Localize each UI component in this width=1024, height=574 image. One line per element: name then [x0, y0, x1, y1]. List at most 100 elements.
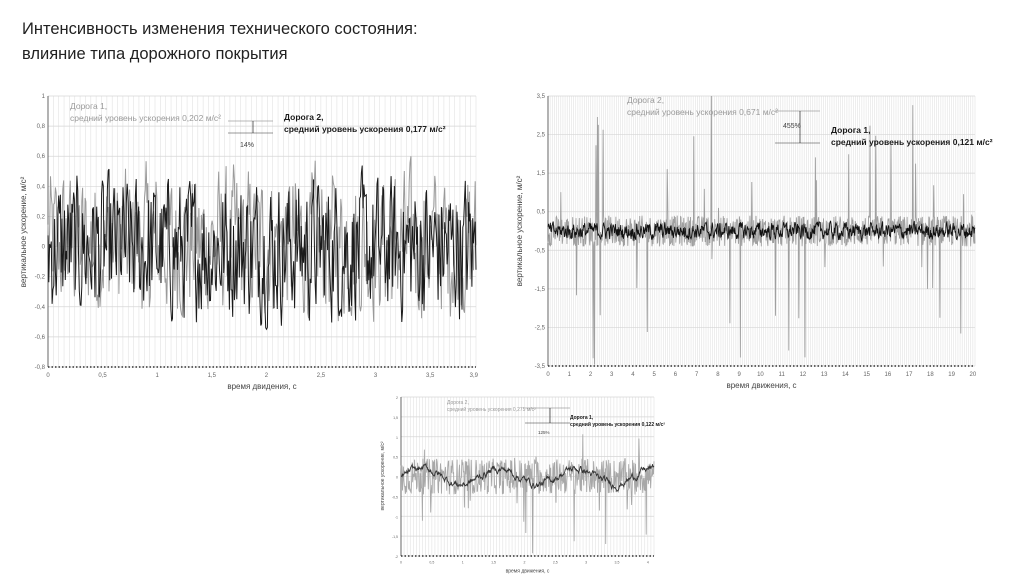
annotation-title: Дорога 2, [627, 95, 664, 105]
series-line-1 [47, 156, 477, 322]
y-axis-label: вертикальное ускорение, м/с² [380, 441, 386, 510]
x-tick-label: 4 [631, 372, 635, 378]
y-tick-label: -2 [395, 555, 398, 559]
y-tick-label: -1,5 [535, 287, 546, 293]
x-tick-label: 12 [800, 372, 807, 378]
y-tick-label: 0,6 [37, 154, 46, 160]
annotation-mean-level: средний уровень ускорения 0,202 м/с² [70, 113, 221, 123]
y-tick-label: -0,4 [35, 305, 46, 311]
x-tick-label: 17 [906, 372, 913, 378]
x-tick-label: 1 [462, 561, 464, 565]
y-tick-label: 1 [396, 436, 398, 440]
y-tick-label: 0,4 [37, 184, 46, 190]
slide-title-line1: Интенсивность изменения технического сос… [22, 20, 418, 38]
y-tick-label: 3,5 [537, 94, 546, 100]
x-tick-label: 15 [863, 372, 870, 378]
y-tick-label: -3,5 [535, 364, 546, 370]
series-line-1 [547, 95, 976, 365]
x-tick-label: 3,9 [470, 373, 479, 379]
x-axis-label: время движения, с [506, 569, 550, 574]
y-tick-label: -0,2 [35, 275, 46, 281]
y-tick-label: -2,5 [535, 325, 546, 331]
x-axis-label: время двидения, с [227, 382, 296, 391]
y-tick-label: 0,8 [37, 124, 46, 130]
x-tick-label: 3 [585, 561, 587, 565]
series-line-2 [47, 165, 477, 331]
x-tick-label: 7 [695, 372, 699, 378]
annotation-mean-level: средний уровень ускорения 0,275 м/с² [447, 406, 536, 413]
y-tick-label: -1 [395, 515, 398, 519]
x-tick-label: 1,5 [491, 561, 496, 565]
y-tick-label: 1,5 [393, 416, 398, 420]
y-tick-label: 0,5 [537, 210, 546, 216]
difference-label: 455% [783, 123, 801, 130]
chart-1: -0,8 -0,6 -0,4 -0,2 0 0,2 0,4 0,6 0,8 1 0 0,5 1 1,5 2 2… [19, 94, 479, 391]
y-tick-label: 1 [42, 94, 46, 100]
x-tick-label: 2 [589, 372, 593, 378]
y-tick-label: 1,5 [537, 171, 546, 177]
y-tick-label: -1,5 [392, 535, 398, 539]
x-tick-label: 1,5 [208, 373, 217, 379]
x-tick-label: 3,5 [615, 561, 620, 565]
x-tick-label: 2 [523, 561, 525, 565]
y-tick-label: 2 [396, 396, 398, 400]
x-tick-label: 3 [610, 372, 614, 378]
x-tick-label: 3,5 [426, 373, 435, 379]
y-tick-label: -0,6 [35, 335, 46, 341]
x-tick-label: 3 [374, 373, 378, 379]
x-tick-label: 4 [647, 561, 649, 565]
y-axis-label: вертикальное ускорение, м/с² [19, 176, 28, 287]
chart-3: -2 -1,5 -1 -0,5 0 0,5 1 1,5 2 0 0,5 1 1,5 2 2,5 3 3,5 4 вр… [380, 396, 665, 574]
y-tick-label: 0 [42, 245, 46, 251]
series-line-1 [400, 434, 655, 554]
y-tick-label: 0,2 [37, 214, 46, 220]
x-tick-label: 1 [568, 372, 572, 378]
x-tick-label: 19 [948, 372, 955, 378]
x-tick-label: 9 [738, 372, 742, 378]
slide-title-line2: влияние типа дорожного покрытия [22, 45, 288, 63]
x-tick-label: 0,5 [429, 561, 434, 565]
x-axis-label: время движения, с [726, 381, 796, 390]
series-line-2 [400, 462, 655, 493]
x-tick-label: 14 [842, 372, 849, 378]
annotation-title: Дорога 2, [284, 112, 323, 122]
annotation-title: Дорога 2, [447, 400, 469, 406]
x-tick-label: 2,5 [317, 373, 326, 379]
x-tick-label: 5 [653, 372, 657, 378]
annotation-mean-level: средний уровень ускорения 0,122 м/с² [570, 421, 665, 428]
x-tick-label: 0 [546, 372, 550, 378]
x-tick-label: 11 [779, 372, 786, 378]
series-line-2 [547, 220, 976, 242]
x-tick-label: 18 [927, 372, 934, 378]
annotation-mean-level: средний уровень ускорения 0,671 м/с² [627, 107, 778, 117]
x-tick-label: 0 [46, 373, 50, 379]
y-tick-label: 0 [396, 476, 398, 480]
x-tick-label: 10 [757, 372, 764, 378]
difference-label: 14% [240, 142, 254, 149]
y-axis-label: вертикальное ускорение, м/с² [515, 175, 524, 286]
annotation-title: Дорога 1, [70, 101, 107, 111]
annotation-mean-level: средний уровень ускорения 0,177 м/с² [284, 124, 446, 134]
x-tick-label: 20 [970, 372, 977, 378]
x-tick-label: 0,5 [98, 373, 107, 379]
annotation-mean-level: средний уровень ускорения 0,121 м/с² [831, 137, 993, 147]
annotation-title: Дорога 1, [570, 415, 594, 421]
difference-label: 125% [538, 430, 550, 435]
y-tick-label: -0,5 [535, 248, 546, 254]
y-tick-label: 0,5 [393, 456, 398, 460]
x-tick-label: 8 [716, 372, 720, 378]
y-tick-label: -0,5 [392, 495, 398, 499]
x-tick-label: 16 [885, 372, 892, 378]
y-tick-label: -0,8 [35, 365, 46, 371]
x-tick-label: 13 [821, 372, 828, 378]
annotation-title: Дорога 1, [831, 125, 870, 135]
y-tick-label: 2,5 [537, 133, 546, 139]
x-tick-label: 6 [674, 372, 678, 378]
x-tick-label: 2,5 [553, 561, 558, 565]
chart-2: -3,5-2,5-1,5-0,50,51,52,53,50 1 2 3 4 5 6 7 8 9 10… [515, 94, 993, 390]
x-tick-label: 2 [265, 373, 269, 379]
x-tick-label: 0 [400, 561, 402, 565]
x-tick-label: 1 [156, 373, 160, 379]
